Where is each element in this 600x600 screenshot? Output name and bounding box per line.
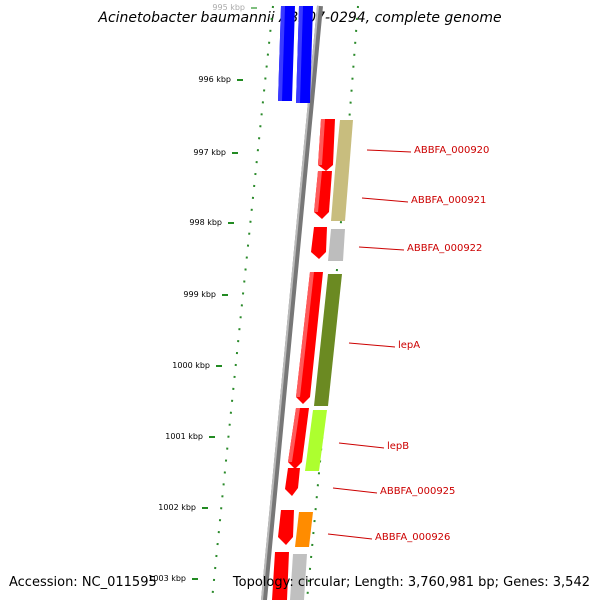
- gene-callout-line: [366, 149, 412, 153]
- gene-labels: ABBFA_000920 ABBFA_000921 ABBFA_000922 lepA…: [327, 145, 489, 543]
- cds-arrow-lepB: [288, 408, 309, 469]
- gene-label-ABBFA_000925[interactable]: ABBFA_000925: [380, 486, 455, 497]
- gene-label-ABBFA_000921[interactable]: ABBFA_000921: [411, 195, 486, 206]
- ruler-tick-label: 995 kbp: [212, 3, 245, 12]
- gene-label-lepA[interactable]: lepA: [398, 340, 420, 351]
- blue-feature-1-shade: [278, 6, 285, 101]
- ruler-tick-label: 997 kbp: [193, 148, 226, 157]
- ruler-tick-label: 1002 kbp: [158, 503, 196, 512]
- cds-arrow-926: [278, 510, 294, 545]
- gene-bar-ABBFA_000922: [328, 229, 345, 261]
- gene-label-ABBFA_000922[interactable]: ABBFA_000922: [407, 243, 482, 254]
- genome-stats-text: Topology: circular; Length: 3,760,981 bp…: [232, 575, 590, 590]
- gene-label-ABBFA_000920[interactable]: ABBFA_000920: [414, 145, 489, 156]
- cds-arrow-922: [311, 227, 327, 259]
- cds-arrow-tail: [272, 552, 289, 600]
- gene-callout-line: [358, 246, 405, 251]
- ruler: 995 kbp 996 kbp 997 kbp 998 kbp 999 kbp 1000 …: [148, 3, 257, 583]
- gene-bar-ABBFA_000926: [295, 512, 313, 547]
- gene-callout-line: [327, 533, 373, 540]
- ruler-tick-label: 1000 kbp: [172, 361, 210, 370]
- cds-arrow-925: [285, 468, 300, 496]
- gene-bar-tail: [290, 554, 307, 600]
- gene-bar-lepA: [314, 274, 342, 406]
- blue-feature-2-shade: [296, 6, 303, 103]
- accession-text: Accession: NC_011595: [9, 575, 157, 590]
- ruler-tick-label: 999 kbp: [183, 290, 216, 299]
- ruler-tick-label: 1003 kbp: [148, 574, 186, 583]
- gene-callout-line: [332, 487, 378, 494]
- ruler-tick-label: 1001 kbp: [165, 432, 203, 441]
- gene-bar-lepB: [305, 410, 327, 471]
- gene-bar-ABBFA_000920: [335, 120, 353, 171]
- gene-label-lepB[interactable]: lepB: [387, 441, 409, 452]
- gene-callout-line: [361, 197, 409, 203]
- ruler-tick-label: 998 kbp: [189, 218, 222, 227]
- ruler-tick-label: 996 kbp: [198, 75, 231, 84]
- upstream-features: [278, 6, 313, 103]
- gene-bars: [290, 120, 353, 600]
- gene-callout-line: [338, 442, 385, 449]
- gene-bar-ABBFA_000921: [331, 171, 349, 221]
- gene-callout-line: [348, 342, 396, 348]
- cds-arrows: [272, 119, 335, 600]
- gene-label-ABBFA_000926[interactable]: ABBFA_000926: [375, 532, 450, 543]
